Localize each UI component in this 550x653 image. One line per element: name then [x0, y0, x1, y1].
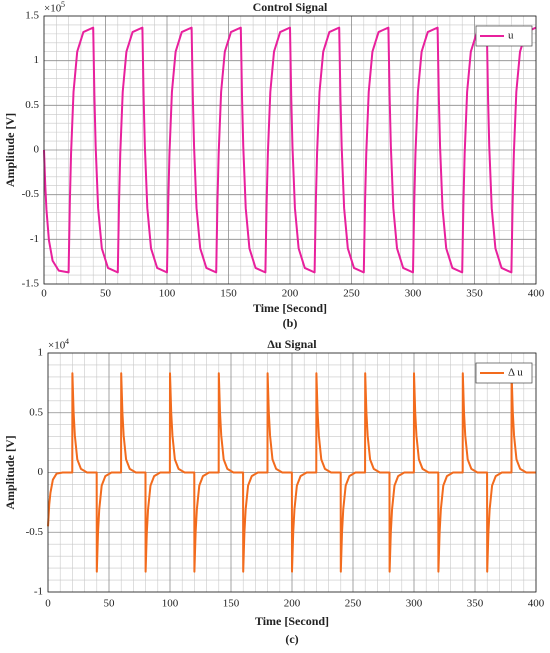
y-axis-label: Amplitude [V]: [3, 435, 17, 509]
y-multiplier-exp: 5: [61, 0, 65, 9]
y-axis-label: Amplitude [V]: [3, 113, 17, 187]
x-tick-label: 300: [406, 598, 423, 610]
x-tick-label: 350: [466, 288, 483, 300]
x-tick-label: 0: [45, 598, 51, 610]
y-multiplier: ×10: [44, 3, 62, 15]
x-tick-label: 150: [223, 598, 240, 610]
x-tick-label: 150: [220, 288, 237, 300]
axes-box: [47, 352, 537, 593]
x-tick-label: 50: [100, 288, 112, 300]
legend-label: Δ u: [508, 367, 523, 379]
y-tick-label: -0.5: [22, 188, 40, 200]
x-axis-label: Time [Second]: [255, 614, 329, 628]
y-tick-label: 1: [38, 347, 44, 359]
y-tick-label: 1.5: [25, 10, 39, 22]
x-tick-label: 350: [467, 598, 484, 610]
x-tick-label: 200: [284, 598, 301, 610]
x-tick-label: 100: [159, 288, 176, 300]
x-tick-label: 0: [41, 288, 47, 300]
chart-title: Control Signal: [253, 0, 328, 14]
y-tick-label: 0: [34, 144, 40, 156]
x-tick-label: 50: [104, 598, 116, 610]
data-line: [47, 372, 537, 573]
y-multiplier: ×10: [48, 340, 66, 352]
axes-box: [43, 15, 537, 285]
y-tick-label: 1: [34, 54, 40, 66]
y-tick-label: -1.5: [22, 278, 40, 290]
x-tick-label: 100: [162, 598, 179, 610]
y-tick-label: 0.5: [25, 99, 39, 111]
y-tick-label: -1: [30, 233, 39, 245]
x-tick-label: 250: [345, 598, 362, 610]
x-tick-label: 200: [282, 288, 299, 300]
y-tick-label: 0: [38, 466, 44, 478]
caption: (c): [285, 632, 298, 646]
y-multiplier-exp: 4: [65, 337, 69, 346]
x-axis-label: Time [Second]: [253, 301, 327, 315]
x-tick-label: 250: [343, 288, 360, 300]
caption: (b): [283, 316, 298, 330]
x-tick-label: 300: [405, 288, 422, 300]
y-tick-label: 0.5: [29, 406, 43, 418]
x-tick-label: 400: [528, 598, 545, 610]
y-tick-label: -0.5: [26, 526, 44, 538]
x-tick-label: 400: [528, 288, 545, 300]
y-tick-label: -1: [34, 586, 43, 598]
data-line: [43, 26, 537, 274]
legend-label: u: [508, 30, 514, 42]
chart-title: Δu Signal: [267, 337, 317, 351]
